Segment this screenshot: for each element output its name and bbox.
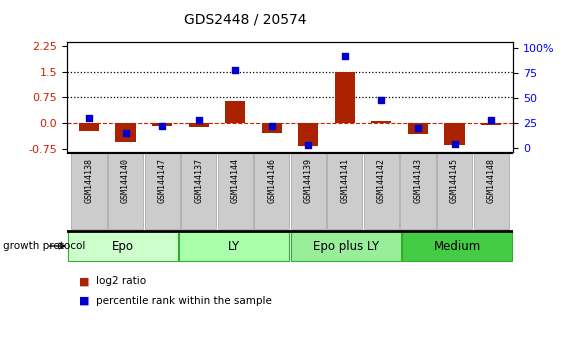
Text: log2 ratio: log2 ratio <box>96 276 146 286</box>
FancyBboxPatch shape <box>145 153 180 229</box>
FancyBboxPatch shape <box>437 153 472 229</box>
Bar <box>225 101 245 123</box>
Text: GSM144141: GSM144141 <box>340 159 349 204</box>
Text: GSM144145: GSM144145 <box>450 159 459 204</box>
Bar <box>371 121 392 123</box>
FancyBboxPatch shape <box>254 153 289 229</box>
Text: GSM144148: GSM144148 <box>487 159 496 204</box>
Text: GSM144142: GSM144142 <box>377 159 386 204</box>
Bar <box>79 123 99 131</box>
Point <box>267 124 276 129</box>
Point <box>230 68 240 73</box>
Text: GSM144137: GSM144137 <box>194 159 203 204</box>
Text: GSM144139: GSM144139 <box>304 159 313 204</box>
Point <box>157 124 167 129</box>
Bar <box>481 123 501 125</box>
Point <box>486 118 496 123</box>
Text: Epo plus LY: Epo plus LY <box>312 240 379 252</box>
FancyBboxPatch shape <box>72 153 107 229</box>
FancyBboxPatch shape <box>291 232 401 261</box>
FancyBboxPatch shape <box>327 153 363 229</box>
Text: Epo: Epo <box>112 240 134 252</box>
Bar <box>152 123 172 126</box>
Point <box>121 130 130 136</box>
FancyBboxPatch shape <box>68 232 178 261</box>
Point <box>340 53 350 59</box>
FancyBboxPatch shape <box>181 153 216 229</box>
Text: LY: LY <box>228 240 240 252</box>
Text: GSM144146: GSM144146 <box>267 159 276 204</box>
FancyBboxPatch shape <box>291 153 326 229</box>
Bar <box>444 123 465 145</box>
Text: Medium: Medium <box>434 240 481 252</box>
Bar <box>408 123 428 135</box>
Text: GSM144144: GSM144144 <box>231 159 240 204</box>
Text: GSM144138: GSM144138 <box>85 159 93 204</box>
FancyBboxPatch shape <box>473 153 508 229</box>
Bar <box>262 123 282 133</box>
Text: GDS2448 / 20574: GDS2448 / 20574 <box>184 12 306 27</box>
Point <box>85 115 94 121</box>
FancyBboxPatch shape <box>108 153 143 229</box>
Point <box>450 141 459 147</box>
Point <box>377 97 386 103</box>
FancyBboxPatch shape <box>217 153 253 229</box>
Text: ■: ■ <box>79 296 89 306</box>
Bar <box>115 123 136 142</box>
FancyBboxPatch shape <box>402 232 512 261</box>
FancyBboxPatch shape <box>364 153 399 229</box>
Bar <box>335 72 355 123</box>
FancyBboxPatch shape <box>180 232 289 261</box>
Point <box>194 118 203 123</box>
Text: growth protocol: growth protocol <box>3 241 85 251</box>
Text: GSM144140: GSM144140 <box>121 159 130 204</box>
Text: GSM144143: GSM144143 <box>413 159 423 204</box>
FancyBboxPatch shape <box>401 153 436 229</box>
Bar <box>188 123 209 127</box>
Bar <box>298 123 318 147</box>
Text: GSM144147: GSM144147 <box>157 159 167 204</box>
Point <box>413 125 423 131</box>
Text: ■: ■ <box>79 276 89 286</box>
Text: percentile rank within the sample: percentile rank within the sample <box>96 296 272 306</box>
Point <box>304 142 313 148</box>
